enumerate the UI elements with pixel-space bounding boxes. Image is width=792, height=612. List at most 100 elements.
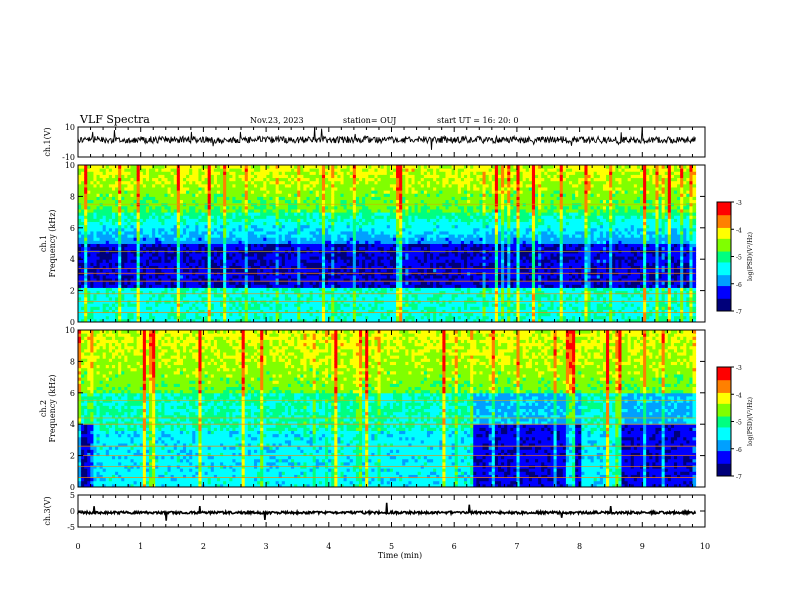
- spectrogram-cell: [155, 318, 159, 323]
- spectrogram-cell: [263, 281, 267, 285]
- spectrogram-cell: [263, 262, 267, 266]
- spectrogram-cell: [250, 315, 255, 320]
- spectrogram-cell: [207, 303, 212, 307]
- spectrogram-cell: [87, 281, 91, 285]
- spectrogram-cell: [115, 221, 119, 226]
- spectrogram-cell: [105, 259, 110, 263]
- spectrogram-cell: [362, 281, 366, 285]
- spectrogram-cell: [176, 268, 181, 273]
- spectrogram-cell: [331, 218, 335, 223]
- spectrogram-cell: [204, 265, 209, 270]
- spectrogram-cell: [272, 281, 277, 285]
- spectrogram-cell: [352, 306, 357, 310]
- spectrogram-cell: [204, 215, 209, 219]
- spectrogram-cell: [142, 290, 147, 295]
- spectrogram-cell: [362, 193, 366, 197]
- spectrogram-cell: [300, 274, 304, 279]
- spectrogram-cell: [102, 265, 107, 270]
- spectrogram-cell: [155, 212, 159, 216]
- spectrogram-cell: [294, 205, 298, 210]
- spectrogram-cell: [84, 218, 88, 223]
- spectrogram-cell: [306, 281, 311, 285]
- spectrogram-cell: [142, 186, 147, 191]
- spectrogram-cell: [216, 240, 221, 244]
- spectrogram-cell: [213, 227, 218, 232]
- spectrogram-cell: [93, 290, 98, 295]
- spectrogram-cell: [275, 259, 280, 263]
- spectrogram-cell: [115, 212, 119, 216]
- spectrogram-cell: [328, 259, 332, 263]
- spectrogram-cell: [173, 256, 178, 260]
- spectrogram-cell: [275, 177, 280, 182]
- spectrogram-cell: [309, 287, 314, 292]
- spectrogram-cell: [220, 221, 224, 226]
- spectrogram-cell: [297, 224, 301, 229]
- spectrogram-cell: [355, 168, 360, 172]
- spectrogram-cell: [294, 165, 298, 169]
- spectrogram-cell: [359, 284, 363, 288]
- spectrogram-cell: [189, 296, 193, 301]
- spectrogram-cell: [102, 174, 107, 179]
- spectrogram-cell: [142, 268, 147, 273]
- spectrogram-cell: [105, 315, 110, 320]
- spectrogram-cell: [359, 278, 363, 282]
- spectrogram-cell: [155, 290, 159, 295]
- spectrogram-cell: [254, 183, 258, 188]
- spectrogram-cell: [161, 281, 165, 285]
- spectrogram-cell: [198, 221, 203, 226]
- spectrogram-cell: [238, 256, 243, 260]
- spectrogram-cell: [349, 290, 354, 295]
- spectrogram-cell: [321, 224, 326, 229]
- spectrogram-cell: [96, 287, 101, 292]
- spectrogram-cell: [130, 234, 135, 238]
- spectrogram-cell: [287, 212, 292, 216]
- spectrogram-cell: [84, 190, 88, 194]
- spectrogram-cell: [337, 262, 341, 266]
- spectrogram-cell: [247, 318, 252, 323]
- spectrogram-cell: [78, 168, 82, 172]
- spectrogram-cell: [312, 265, 317, 270]
- spectrogram-cell: [244, 284, 249, 288]
- spectrogram-cell: [272, 246, 277, 251]
- spectrogram-cell: [210, 293, 215, 298]
- spectrogram-cell: [275, 186, 280, 191]
- spectrogram-cell: [96, 183, 101, 188]
- spectrogram-cell: [105, 293, 110, 298]
- spectrogram-cell: [121, 318, 125, 323]
- spectrogram-cell: [229, 193, 233, 197]
- spectrogram-cell: [254, 312, 258, 317]
- spectrogram-cell: [121, 252, 125, 257]
- spectrogram-cell: [272, 215, 277, 219]
- spectrogram-cell: [189, 171, 193, 175]
- spectrogram-cell: [368, 293, 372, 298]
- spectrogram-cell: [269, 183, 274, 188]
- spectrogram-cell: [207, 165, 212, 169]
- spectrogram-cell: [149, 186, 153, 191]
- spectrogram-cell: [173, 262, 178, 266]
- spectrogram-cell: [306, 199, 311, 204]
- spectrogram-cell: [198, 205, 203, 210]
- spectrogram-cell: [201, 252, 206, 257]
- spectrogram-cell: [201, 196, 206, 201]
- spectrogram-cell: [343, 278, 348, 282]
- spectrogram-cell: [315, 208, 320, 213]
- spectrogram-cell: [179, 199, 184, 204]
- spectrogram-cell: [291, 221, 295, 226]
- spectrogram-cell: [152, 171, 156, 175]
- spectrogram-cell: [343, 230, 348, 235]
- spectrogram-cell: [176, 237, 181, 241]
- spectrogram-cell: [377, 240, 382, 244]
- spectrogram-cell: [340, 268, 345, 273]
- spectrogram-cell: [328, 171, 332, 175]
- spectrogram-cell: [284, 230, 289, 235]
- spectrogram-cell: [284, 296, 289, 301]
- spectrogram-cell: [260, 312, 264, 317]
- spectrogram-cell: [250, 243, 255, 248]
- spectrogram-cell: [216, 306, 221, 310]
- spectrogram-cell: [145, 215, 150, 219]
- spectrogram-cell: [145, 284, 150, 288]
- spectrogram-cell: [275, 252, 280, 257]
- spectrogram-cell: [195, 278, 199, 282]
- spectrogram-cell: [90, 196, 94, 201]
- spectrogram-cell: [127, 227, 131, 232]
